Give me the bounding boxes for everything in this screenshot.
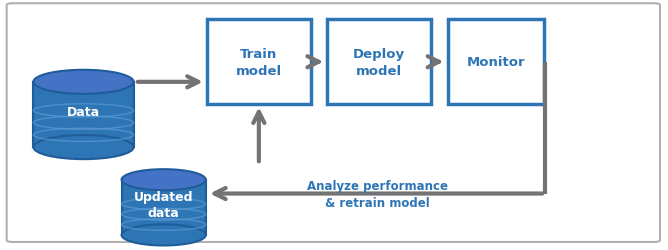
Bar	[207, 20, 311, 105]
Ellipse shape	[33, 136, 134, 160]
Text: Monitor: Monitor	[467, 56, 525, 69]
Bar	[122, 180, 206, 235]
Text: Updated
data: Updated data	[134, 190, 194, 219]
Text: Deploy
model: Deploy model	[353, 48, 405, 78]
Text: Data: Data	[67, 105, 100, 118]
Text: Train
model: Train model	[236, 48, 282, 78]
Text: Analyze performance
& retrain model: Analyze performance & retrain model	[307, 179, 448, 209]
Ellipse shape	[122, 170, 206, 190]
Ellipse shape	[33, 70, 134, 94]
Bar	[448, 20, 544, 105]
FancyBboxPatch shape	[7, 4, 660, 242]
Bar	[33, 82, 134, 148]
Bar	[327, 20, 431, 105]
Ellipse shape	[122, 224, 206, 246]
